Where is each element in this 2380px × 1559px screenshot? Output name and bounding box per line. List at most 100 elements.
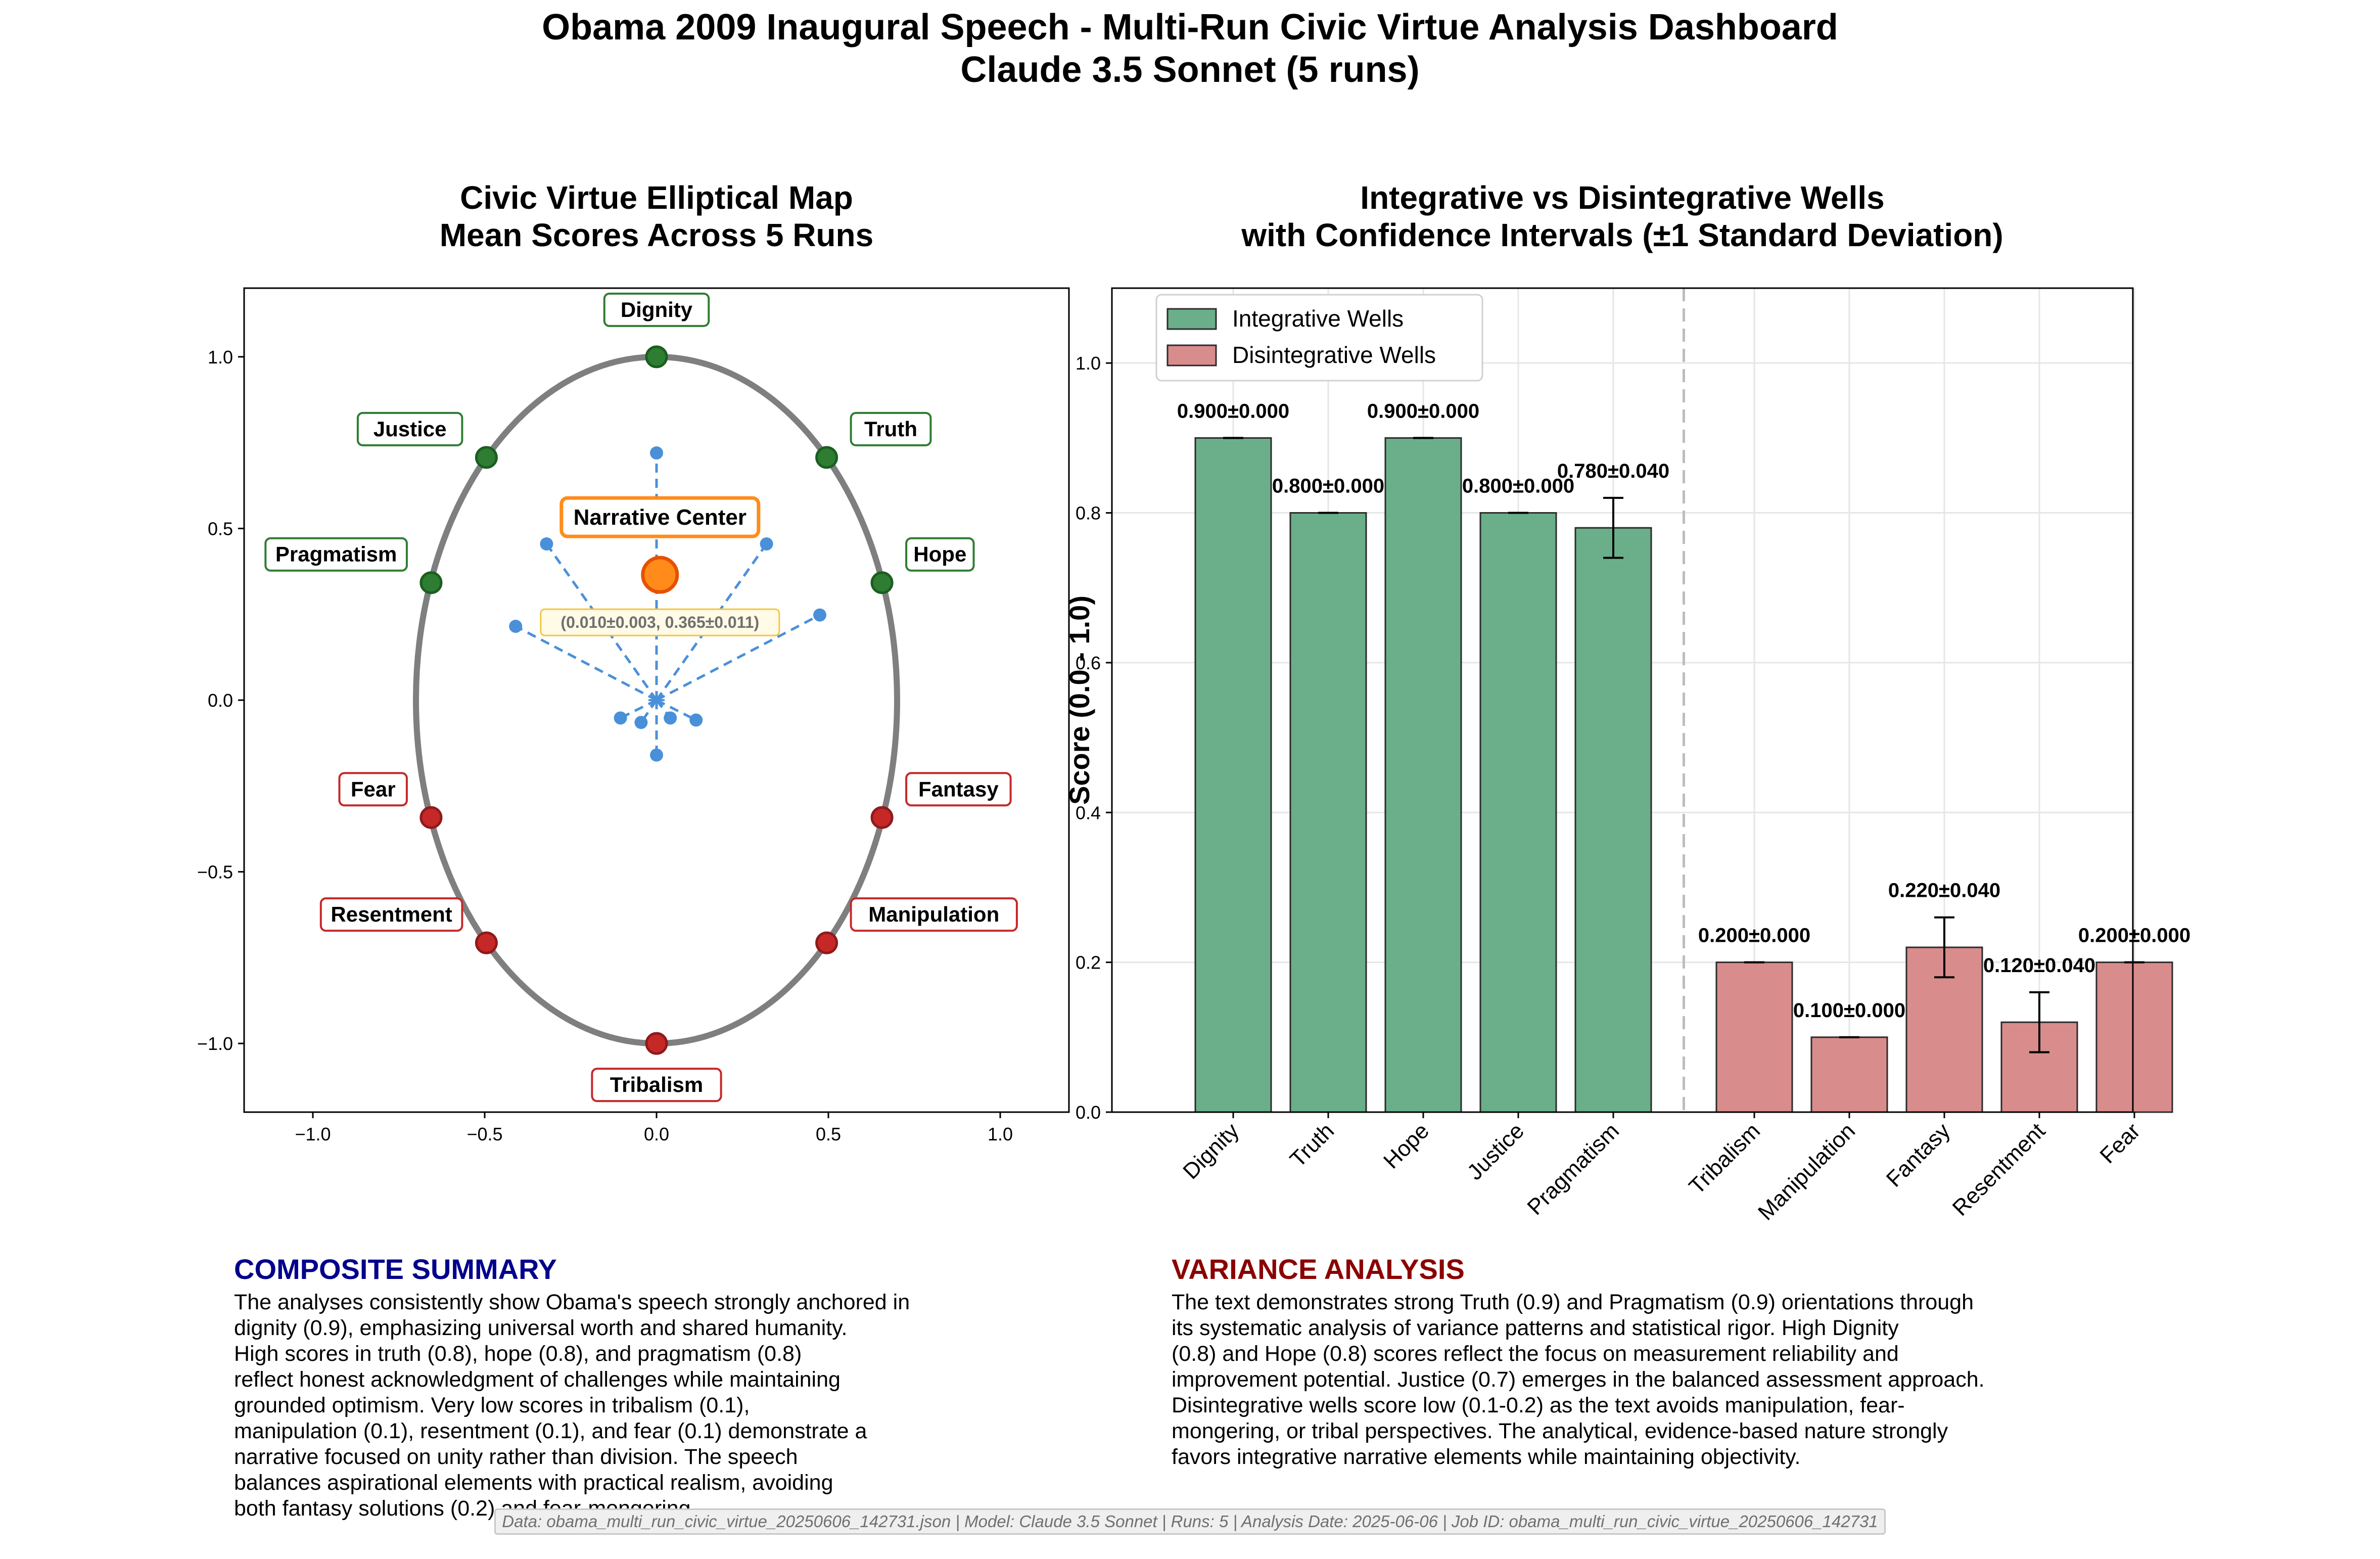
well-label-box <box>905 772 1012 807</box>
run-vector-line <box>515 625 658 702</box>
bar-value-label: 0.200±0.000 <box>1698 925 1810 947</box>
well-label-box <box>338 772 408 807</box>
y-tick-label: −1.0 <box>197 1033 233 1054</box>
x-tick-label: Fantasy <box>1882 1118 1955 1191</box>
run-point <box>634 716 648 729</box>
well-label: Pragmatism <box>275 542 397 566</box>
composite-summary-heading: COMPOSITE SUMMARY <box>234 1253 557 1285</box>
narrative-center-label-box <box>559 496 761 538</box>
elliptical-map-title: Civic Virtue Elliptical Map Mean Scores … <box>244 179 1069 254</box>
y-axis-label: Score (0.0 - 1.0) <box>1063 595 1095 805</box>
variance-analysis-heading: VARIANCE ANALYSIS <box>1172 1253 1465 1285</box>
run-vector-line <box>620 699 658 719</box>
well-label: Hope <box>913 542 966 566</box>
x-tick-label: Tribalism <box>1684 1118 1765 1199</box>
well-label: Dignity <box>621 298 693 322</box>
dashboard-title-line1: Obama 2009 Inaugural Speech - Multi-Run … <box>542 7 1838 48</box>
run-point <box>689 713 703 727</box>
dashboard-title: Obama 2009 Inaugural Speech - Multi-Run … <box>0 6 2380 91</box>
well-point <box>870 806 894 829</box>
well-point <box>475 446 498 469</box>
well-point <box>645 1032 668 1055</box>
y-tick-label: 1.0 <box>1076 353 1101 374</box>
x-tick-label: Resentment <box>1948 1118 2050 1220</box>
variance-analysis: VARIANCE ANALYSIS The text demonstrates … <box>1172 1253 2132 1470</box>
well-label-box <box>319 897 463 932</box>
well-label: Justice <box>374 417 447 441</box>
well-label: Resentment <box>331 902 452 926</box>
well-point <box>815 446 838 469</box>
elliptical-map-title-line2: Mean Scores Across 5 Runs <box>439 217 874 253</box>
well-label-box <box>850 897 1018 932</box>
well-label: Fantasy <box>918 777 999 801</box>
x-tick-label: 1.0 <box>988 1124 1013 1144</box>
well-point <box>870 571 894 594</box>
narrative-center-point <box>641 556 679 594</box>
run-point <box>664 711 677 725</box>
well-label: Tribalism <box>610 1073 703 1096</box>
run-point <box>509 619 523 633</box>
bar-value-label: 0.900±0.000 <box>1367 400 1479 422</box>
well-point <box>419 806 443 829</box>
footer-metadata-text: Data: obama_multi_run_civic_virtue_20250… <box>494 1508 1886 1535</box>
run-point <box>540 537 553 551</box>
y-tick-label: 1.0 <box>208 347 233 368</box>
run-point <box>760 537 773 551</box>
bar-value-label: 0.100±0.000 <box>1793 999 1905 1022</box>
bar <box>1194 437 1272 1113</box>
x-tick-label: Pragmatism <box>1522 1118 1624 1220</box>
well-label-box <box>356 411 463 446</box>
bar <box>1810 1036 1888 1113</box>
narrative-center-coords-box <box>540 608 780 636</box>
well-point <box>475 931 498 954</box>
composite-summary: COMPOSITE SUMMARY The analyses consisten… <box>234 1253 992 1522</box>
bar-chart-title: Integrative vs Disintegrative Wells with… <box>1112 179 2133 254</box>
bar <box>1479 512 1557 1113</box>
well-label: Manipulation <box>868 902 999 926</box>
y-tick-label: 0.5 <box>208 518 233 539</box>
y-tick-label: 0.8 <box>1076 503 1101 524</box>
bar <box>1715 961 1793 1113</box>
well-label-box <box>850 411 932 446</box>
bar-chart-frame <box>1111 287 2134 1113</box>
x-tick-label: Dignity <box>1178 1118 1244 1184</box>
well-label-box <box>603 292 710 327</box>
elliptical-map-title-line1: Civic Virtue Elliptical Map <box>460 179 853 216</box>
x-tick-label: Hope <box>1379 1118 1434 1173</box>
well-label-box <box>905 537 975 572</box>
bar-value-label: 0.900±0.000 <box>1177 400 1289 422</box>
well-point <box>815 931 838 954</box>
bar-chart-title-line1: Integrative vs Disintegrative Wells <box>1360 179 1885 216</box>
x-tick-label: −0.5 <box>466 1124 502 1144</box>
y-tick-label: 0.4 <box>1076 802 1101 823</box>
run-vector-line <box>656 699 697 721</box>
bar <box>2095 961 2173 1113</box>
bar-value-label: 0.800±0.000 <box>1272 475 1384 497</box>
x-tick-label: Fear <box>2095 1118 2145 1168</box>
dashboard-title-line2: Claude 3.5 Sonnet (5 runs) <box>960 50 1420 90</box>
legend-swatch <box>1166 308 1217 330</box>
run-point <box>650 446 663 460</box>
elliptical-map: −1.0 −0.5 0.0 0.5 1.0 1.0 0.5 0.0 −0.5 −1.0 Dignit… <box>197 287 1070 1144</box>
legend: Integrative Wells Disintegrative Wells <box>1155 294 1483 382</box>
y-tick-label: 0.0 <box>208 690 233 711</box>
composite-summary-text: The analyses consistently show Obama's s… <box>234 1290 910 1521</box>
run-point <box>614 711 627 725</box>
well-point <box>645 345 668 369</box>
footer-metadata: Data: obama_multi_run_civic_virtue_20250… <box>0 1508 2380 1535</box>
narrative-center-label: Narrative Center <box>574 505 746 530</box>
origin-marker <box>648 692 665 708</box>
legend-entry: Integrative Wells <box>1232 305 1404 332</box>
bar <box>1384 437 1462 1113</box>
y-tick-label: 0.2 <box>1076 952 1101 973</box>
variance-analysis-text: The text demonstrates strong Truth (0.9)… <box>1172 1290 1985 1469</box>
x-tick-label: −1.0 <box>295 1124 331 1144</box>
bar-chart: 0.900±0.000 Dignity 0.800±0.000 Truth 0.900±… <box>1063 287 2190 1225</box>
well-label: Truth <box>864 417 917 441</box>
narrative-center-coords: (0.010±0.003, 0.365±0.011) <box>561 613 759 631</box>
x-tick-label: Justice <box>1463 1118 1529 1184</box>
bar-value-label: 0.200±0.000 <box>2078 925 2190 947</box>
x-tick-label: Manipulation <box>1753 1118 1860 1225</box>
bar-value-label: 0.780±0.040 <box>1557 460 1669 482</box>
